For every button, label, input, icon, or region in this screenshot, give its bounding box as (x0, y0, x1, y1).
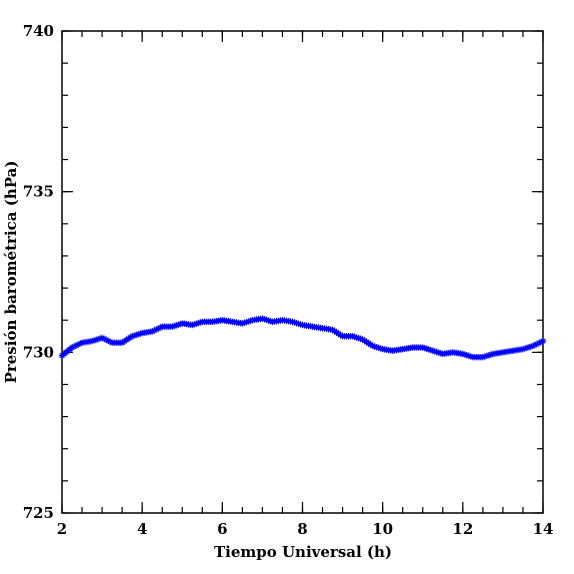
x-tick-label: 6 (217, 520, 227, 538)
x-tick-label: 12 (452, 520, 473, 538)
data-point (539, 337, 547, 345)
x-tick-label: 2 (57, 520, 67, 538)
plot-frame (61, 30, 544, 514)
x-tick-label: 4 (137, 520, 147, 538)
x-tick-label: 14 (533, 520, 554, 538)
y-tick-label: 730 (23, 343, 54, 361)
x-tick-label: 10 (372, 520, 393, 538)
data-points (58, 315, 547, 361)
axis-ticks (61, 30, 544, 514)
y-axis-title: Presión barométrica (hPa) (2, 161, 20, 384)
x-axis-title: Tiempo Universal (h) (214, 543, 392, 561)
y-tick-label: 725 (23, 504, 54, 522)
y-tick-label: 735 (23, 183, 54, 201)
x-tick-label: 8 (297, 520, 307, 538)
y-tick-label: 740 (23, 22, 54, 40)
tick-labels: 2 4 6 8 10 12 14 725 730 735 740 (23, 22, 554, 538)
